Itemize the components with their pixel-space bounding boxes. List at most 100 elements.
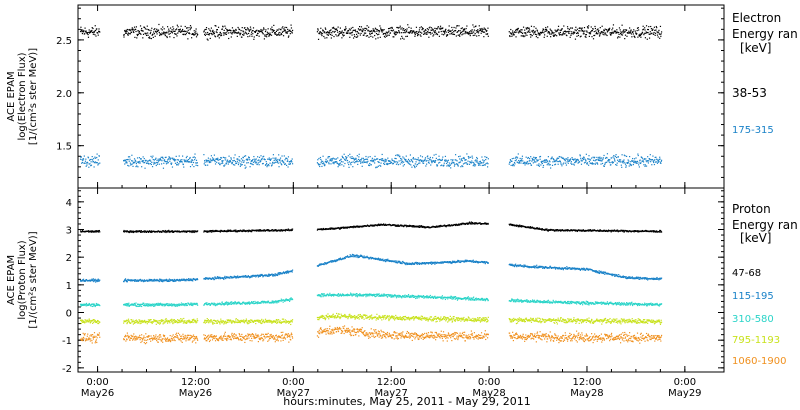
data-point-115-195 bbox=[291, 269, 294, 271]
data-point-115-195 bbox=[176, 278, 178, 281]
data-point-115-195 bbox=[151, 280, 154, 282]
data-point-115-195 bbox=[191, 280, 193, 282]
data-point-38-53 bbox=[93, 31, 95, 34]
data-point-175-315 bbox=[251, 163, 253, 165]
data-point-175-315 bbox=[326, 161, 328, 163]
data-point-38-53 bbox=[406, 35, 408, 37]
data-point-38-53 bbox=[413, 31, 415, 33]
data-point-115-195 bbox=[390, 260, 392, 262]
data-point-175-315 bbox=[251, 160, 253, 162]
data-point-175-315 bbox=[626, 155, 628, 158]
data-point-38-53 bbox=[166, 35, 168, 38]
data-point-115-195 bbox=[401, 262, 403, 265]
data-point-38-53 bbox=[601, 31, 604, 33]
data-point-47-68 bbox=[255, 229, 257, 231]
data-point-175-315 bbox=[319, 165, 321, 168]
data-point-115-195 bbox=[339, 257, 341, 259]
data-point-175-315 bbox=[238, 156, 240, 158]
data-point-38-53 bbox=[267, 33, 269, 35]
data-point-38-53 bbox=[191, 37, 193, 39]
data-point-38-53 bbox=[632, 33, 634, 35]
data-point-47-68 bbox=[334, 227, 337, 229]
data-point-38-53 bbox=[603, 34, 605, 36]
data-point-47-68 bbox=[397, 224, 399, 226]
data-point-175-315 bbox=[124, 160, 127, 162]
data-point-38-53 bbox=[420, 26, 422, 28]
data-point-175-315 bbox=[215, 158, 217, 160]
data-point-38-53 bbox=[638, 29, 640, 31]
data-point-175-315 bbox=[254, 160, 256, 163]
y-tick-label: 2 bbox=[66, 253, 72, 264]
data-point-38-53 bbox=[207, 33, 209, 35]
data-point-175-315 bbox=[604, 163, 606, 166]
data-point-175-315 bbox=[162, 158, 164, 160]
data-point-175-315 bbox=[421, 160, 423, 162]
data-point-115-195 bbox=[320, 263, 322, 266]
data-point-115-195 bbox=[399, 262, 401, 264]
data-point-38-53 bbox=[139, 32, 141, 35]
data-point-47-68 bbox=[90, 230, 92, 233]
data-point-175-315 bbox=[599, 156, 601, 158]
data-point-38-53 bbox=[209, 29, 211, 31]
data-point-38-53 bbox=[542, 29, 545, 31]
data-point-47-68 bbox=[457, 224, 459, 226]
data-point-38-53 bbox=[520, 29, 522, 31]
data-point-175-315 bbox=[244, 164, 246, 166]
data-point-115-195 bbox=[332, 260, 334, 262]
data-point-47-68 bbox=[185, 230, 187, 233]
data-point-47-68 bbox=[331, 227, 333, 229]
data-point-175-315 bbox=[341, 155, 343, 157]
data-point-175-315 bbox=[132, 165, 134, 167]
data-point-38-53 bbox=[223, 29, 225, 31]
data-point-47-68 bbox=[578, 229, 581, 231]
data-point-115-195 bbox=[136, 279, 138, 281]
data-point-38-53 bbox=[256, 29, 258, 31]
data-point-38-53 bbox=[609, 27, 611, 29]
data-point-47-68 bbox=[571, 229, 573, 231]
data-point-115-195 bbox=[183, 279, 185, 281]
data-point-115-195 bbox=[165, 279, 167, 281]
data-point-47-68 bbox=[225, 231, 228, 233]
data-point-115-195 bbox=[250, 276, 252, 278]
data-point-175-315 bbox=[548, 160, 551, 162]
data-point-115-195 bbox=[384, 259, 386, 261]
data-point-47-68 bbox=[331, 228, 334, 230]
data-point-38-53 bbox=[399, 27, 401, 29]
data-point-115-195 bbox=[355, 256, 357, 258]
data-point-175-315 bbox=[514, 160, 516, 162]
data-point-115-195 bbox=[357, 256, 359, 259]
data-point-38-53 bbox=[637, 36, 639, 38]
data-point-175-315 bbox=[509, 161, 511, 164]
data-point-175-315 bbox=[616, 159, 619, 161]
data-point-38-53 bbox=[653, 26, 656, 28]
data-point-47-68 bbox=[434, 226, 436, 228]
data-point-38-53 bbox=[595, 30, 597, 32]
data-point-175-315 bbox=[652, 160, 654, 162]
data-point-38-53 bbox=[151, 27, 153, 29]
data-point-47-68 bbox=[605, 229, 607, 232]
data-point-38-53 bbox=[575, 30, 577, 32]
data-point-47-68 bbox=[408, 225, 410, 228]
data-point-47-68 bbox=[287, 229, 289, 232]
data-point-115-195 bbox=[91, 278, 93, 281]
data-point-47-68 bbox=[144, 230, 146, 232]
data-point-175-315 bbox=[384, 161, 386, 163]
data-point-115-195 bbox=[189, 278, 192, 280]
data-point-115-195 bbox=[231, 277, 234, 279]
data-point-38-53 bbox=[443, 30, 445, 32]
data-point-175-315 bbox=[242, 157, 244, 159]
data-point-47-68 bbox=[591, 230, 593, 232]
data-point-175-315 bbox=[472, 165, 474, 167]
data-point-47-68 bbox=[233, 229, 235, 232]
data-point-115-195 bbox=[131, 279, 133, 281]
data-point-47-68 bbox=[185, 230, 187, 232]
data-point-175-315 bbox=[445, 159, 447, 161]
data-point-175-315 bbox=[622, 162, 624, 164]
data-point-38-53 bbox=[148, 37, 150, 39]
data-point-175-315 bbox=[154, 162, 156, 164]
data-point-38-53 bbox=[608, 28, 610, 31]
data-point-175-315 bbox=[365, 161, 367, 163]
data-point-47-68 bbox=[403, 225, 405, 227]
data-point-38-53 bbox=[215, 25, 217, 27]
data-point-47-68 bbox=[191, 231, 193, 234]
